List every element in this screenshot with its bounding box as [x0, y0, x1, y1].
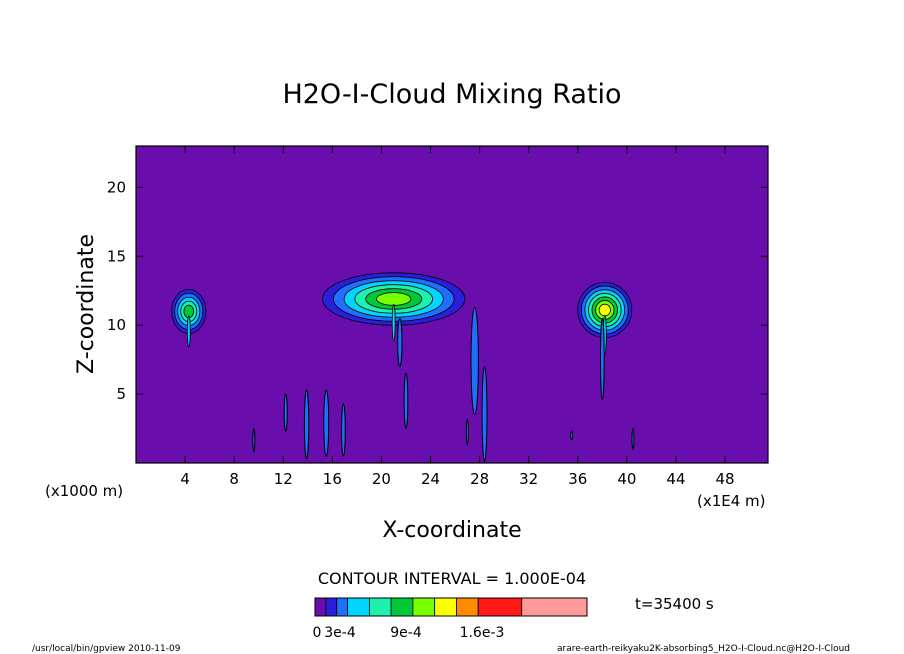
x-tick-label: 36	[568, 470, 587, 488]
colorbar-swatch	[456, 597, 479, 617]
x-axis-label: X-coordinate	[382, 518, 521, 543]
contour-field	[136, 146, 768, 463]
x-tick-label: 20	[372, 470, 391, 488]
streak-3	[303, 389, 310, 460]
plot-area	[135, 145, 769, 464]
streak-1	[252, 428, 256, 453]
footer-left: /usr/local/bin/gpview 2010-11-09	[32, 644, 181, 654]
colorbar-tick-label: 1.6e-3	[460, 625, 505, 641]
x-unit-left: (x1000 m)	[45, 482, 123, 500]
colorbar-frame	[314, 597, 588, 617]
colorbar-tick-label: 0	[313, 625, 322, 641]
colorbar-swatch	[325, 597, 338, 617]
plot-frame	[135, 145, 769, 464]
cloud-3-level-7	[598, 303, 611, 317]
colorbar-tick-label: 9e-4	[390, 625, 422, 641]
x-tick-label: 24	[421, 470, 440, 488]
footer-right: arare-earth-reikyaku2K-absorbing5_H2O-I-…	[557, 644, 850, 654]
streak-8	[470, 306, 479, 416]
cloud-1	[171, 288, 207, 348]
x-tick-label: 28	[470, 470, 489, 488]
colorbar-swatch	[521, 597, 588, 617]
colorbar-swatch	[336, 597, 349, 617]
x-axis: 4 8 12 16 20 24 28 32 36 40 44 48	[180, 146, 735, 488]
x-unit-right: (x1E4 m)	[697, 492, 766, 510]
colorbar-swatch	[390, 597, 414, 617]
streak-7	[403, 372, 409, 430]
streak-13	[570, 430, 574, 441]
colorbar-swatch	[412, 597, 436, 617]
x-tick-label: 40	[617, 470, 636, 488]
cloud-1-stem	[186, 315, 191, 348]
streak-12	[631, 428, 635, 450]
chart-title: H2O-I-Cloud Mixing Ratio	[282, 79, 621, 110]
x-tick-label: 12	[274, 470, 293, 488]
streak-10	[465, 418, 469, 446]
cloud-3	[577, 282, 633, 355]
colorbar-swatch	[477, 597, 523, 617]
cloud-2-level-6	[376, 292, 412, 306]
x-tick-label: 16	[323, 470, 342, 488]
streak-4	[323, 389, 330, 457]
y-axis: 5 10 15 20	[107, 178, 768, 403]
contour-interval-label: CONTOUR INTERVAL = 1.000E-04	[318, 569, 586, 588]
time-label: t=35400 s	[635, 595, 714, 613]
colorbar-swatch	[434, 597, 457, 617]
streak-5	[341, 403, 346, 457]
colorbar-swatch	[368, 597, 392, 617]
x-tick-label: 32	[519, 470, 538, 488]
y-tick-label: 10	[107, 316, 126, 334]
y-axis-label: Z-coordinate	[74, 234, 99, 374]
streak-11	[599, 317, 605, 401]
cloud-2-stem	[391, 303, 396, 342]
colorbar-swatch	[314, 597, 327, 617]
streak-2	[283, 393, 288, 432]
streak-9	[481, 366, 488, 463]
colorbar-swatch	[347, 597, 370, 617]
colorbar-tick-label: 3e-4	[324, 625, 356, 641]
y-tick-label: 20	[107, 178, 126, 196]
x-tick-label: 48	[716, 470, 735, 488]
x-tick-label: 44	[666, 470, 685, 488]
x-tick-label: 4	[180, 470, 190, 488]
y-tick-label: 5	[116, 385, 126, 403]
cloud-2	[322, 272, 466, 342]
y-tick-label: 15	[107, 247, 126, 265]
x-tick-label: 8	[229, 470, 239, 488]
streak-6	[397, 317, 403, 368]
colorbar: 0 3e-4 9e-4 1.6e-3	[313, 597, 588, 641]
